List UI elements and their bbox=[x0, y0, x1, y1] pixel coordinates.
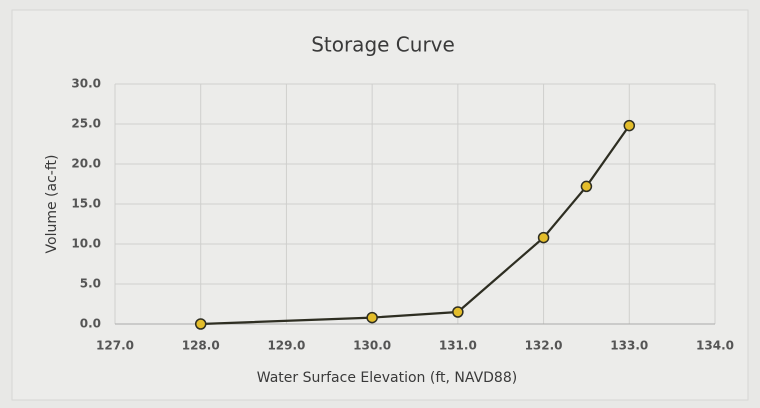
y-tick-label: 25.0 bbox=[71, 117, 101, 131]
data-point bbox=[623, 119, 636, 132]
x-tick-label: 128.0 bbox=[182, 339, 220, 353]
y-tick-label: 20.0 bbox=[71, 157, 101, 171]
x-tick-label: 129.0 bbox=[267, 339, 305, 353]
x-tick-label: 134.0 bbox=[696, 339, 734, 353]
y-tick-label: 10.0 bbox=[71, 237, 101, 251]
x-tick-label: 133.0 bbox=[610, 339, 648, 353]
y-tick-label: 5.0 bbox=[80, 277, 101, 291]
x-tick-label: 132.0 bbox=[525, 339, 563, 353]
x-axis-label: Water Surface Elevation (ft, NAVD88) bbox=[257, 370, 517, 386]
x-tick-label: 127.0 bbox=[96, 339, 134, 353]
data-point bbox=[366, 311, 378, 324]
chart-title: Storage Curve bbox=[311, 33, 455, 57]
data-point bbox=[537, 231, 550, 244]
y-tick-label: 15.0 bbox=[71, 197, 101, 211]
data-point bbox=[452, 306, 464, 318]
x-tick-label: 130.0 bbox=[353, 339, 391, 353]
x-tick-label: 131.0 bbox=[439, 339, 477, 353]
data-line bbox=[200, 124, 631, 326]
chart-area bbox=[11, 9, 749, 401]
y-axis-label: Volume (ac-ft) bbox=[44, 155, 60, 254]
y-tick-label: 0.0 bbox=[80, 317, 101, 331]
data-point bbox=[580, 180, 593, 193]
data-point bbox=[194, 318, 207, 330]
y-tick-label: 30.0 bbox=[71, 77, 101, 91]
